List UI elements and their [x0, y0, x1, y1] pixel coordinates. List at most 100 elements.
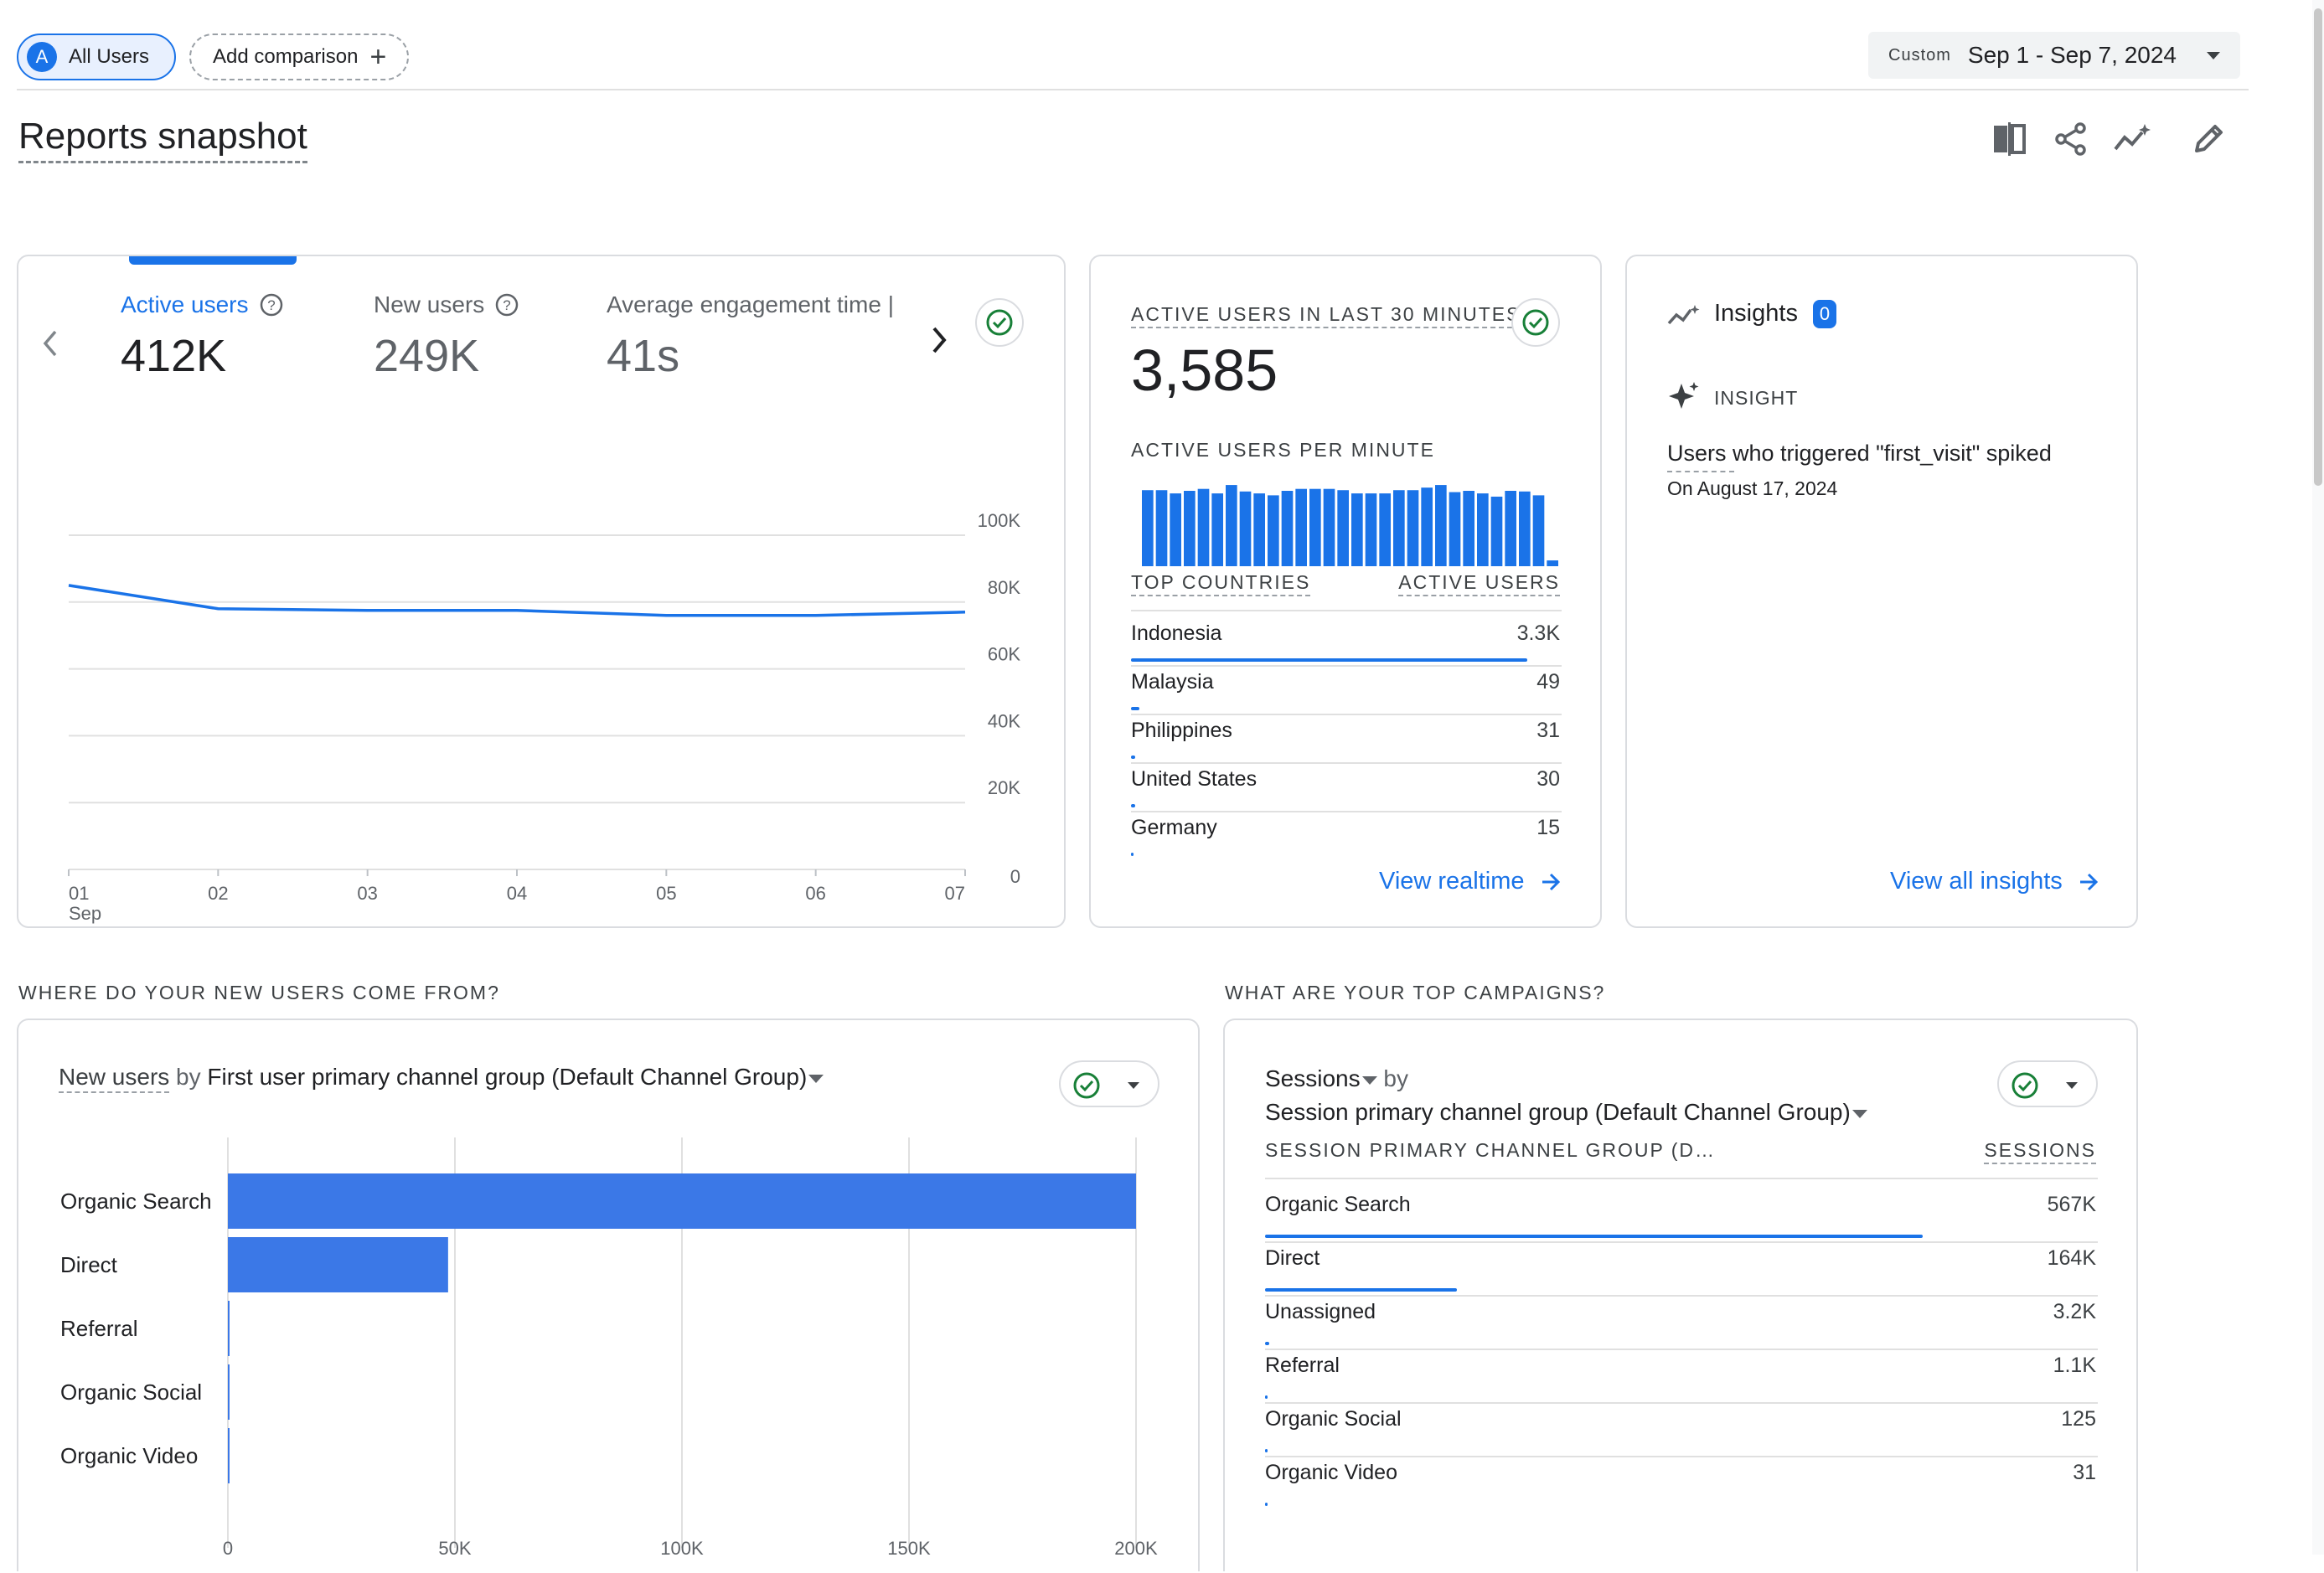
check-circle-icon — [2011, 1071, 2039, 1100]
metric-selector[interactable]: New users — [59, 1064, 169, 1093]
per-minute-label: ACTIVE USERS PER MINUTE — [1131, 439, 1435, 462]
data-quality-check-button[interactable] — [975, 298, 1024, 347]
chevron-down-icon — [2207, 52, 2220, 59]
active-users-per-minute-chart — [1141, 482, 1560, 566]
table-row-value: 1.1K — [2053, 1354, 2096, 1378]
page-title: Reports snapshot — [18, 116, 307, 163]
dimension-selector[interactable]: Session primary channel group (Default C… — [1265, 1099, 1851, 1125]
insights-sparkline-icon[interactable] — [2113, 121, 2150, 157]
chevron-down-icon — [1128, 1082, 1139, 1089]
insights-count-badge: 0 — [1813, 300, 1836, 328]
campaigns-section-heading: WHAT ARE YOUR TOP CAMPAIGNS? — [1225, 982, 1605, 1004]
data-quality-check-button[interactable] — [1511, 298, 1560, 347]
new-users-section-heading: WHERE DO YOUR NEW USERS COME FROM? — [18, 982, 500, 1004]
dropdown-caret-icon[interactable] — [1852, 1110, 1867, 1118]
channel-bar[interactable] — [228, 1364, 230, 1420]
all-users-label: All Users — [69, 45, 149, 69]
active-users-series-line — [69, 585, 965, 616]
row-divider — [1131, 714, 1562, 715]
column-header-top-countries: TOP COUNTRIES — [1131, 571, 1310, 596]
x-tick-label: 150K — [887, 1538, 931, 1559]
edit-pencil-icon[interactable] — [2190, 121, 2227, 157]
dimension-selector[interactable]: First user primary channel group (Defaul… — [207, 1064, 807, 1090]
minute-bar — [1421, 487, 1433, 566]
minute-bar — [1324, 489, 1335, 566]
channel-bar[interactable] — [228, 1428, 230, 1483]
row-divider — [1265, 1349, 2098, 1350]
selected-tab-indicator — [129, 256, 297, 265]
page-scrollbar[interactable] — [2312, 0, 2324, 1555]
table-row-bar — [1265, 1503, 1268, 1506]
view-realtime-link[interactable]: View realtime — [1379, 868, 1562, 895]
metric-label: Active users — [121, 291, 249, 318]
add-comparison-button[interactable]: Add comparison + — [189, 34, 409, 80]
new-users-card: New users by First user primary channel … — [17, 1019, 1200, 1571]
row-divider — [1131, 811, 1562, 812]
metric-label: Average engagement time | — [607, 291, 894, 318]
metric-value: 249K — [374, 330, 479, 382]
svg-text:?: ? — [504, 297, 511, 313]
chevron-left-icon[interactable] — [40, 328, 60, 358]
metric-tab-active-users[interactable]: Active users ? — [121, 291, 284, 318]
minute-bar — [1282, 491, 1294, 566]
minute-bar — [1240, 492, 1252, 566]
table-row-value: 3.3K — [1517, 621, 1560, 646]
scrollbar-thumb[interactable] — [2314, 8, 2322, 486]
x-tick-label: 03 — [357, 883, 377, 904]
chevron-right-icon[interactable] — [928, 325, 950, 355]
table-options-button[interactable] — [1997, 1060, 2098, 1107]
chart-options-button[interactable] — [1059, 1060, 1159, 1107]
channel-bar[interactable] — [228, 1301, 230, 1356]
arrow-right-icon — [1540, 871, 1562, 893]
y-tick-label: 80K — [988, 577, 1020, 598]
table-row-bar — [1265, 1395, 1268, 1399]
table-row-name: Organic Search — [1265, 1193, 1411, 1217]
column-header-active-users: ACTIVE USERS — [1398, 571, 1560, 596]
header-divider — [17, 89, 2249, 90]
minute-bar — [1198, 489, 1210, 566]
metric-tab-engagement-time[interactable]: Average engagement time | — [607, 291, 925, 318]
all-users-chip[interactable]: A All Users — [17, 34, 176, 80]
table-row-name: Unassigned — [1265, 1300, 1376, 1324]
by-label: by — [176, 1064, 201, 1090]
minute-bar — [1253, 493, 1265, 566]
realtime-title: ACTIVE USERS IN LAST 30 MINUTES — [1131, 303, 1521, 328]
view-all-insights-link[interactable]: View all insights — [1890, 868, 2099, 895]
help-icon[interactable]: ? — [259, 292, 284, 317]
table-row-bar — [1265, 1342, 1269, 1345]
minute-bar — [1491, 497, 1503, 566]
insights-trend-icon — [1667, 303, 1701, 328]
bar-category-label: Referral — [60, 1316, 137, 1341]
x-tick-label: 50K — [438, 1538, 471, 1559]
y-tick-label: 0 — [1010, 866, 1020, 887]
channel-bar[interactable] — [228, 1237, 448, 1292]
dropdown-caret-icon[interactable] — [808, 1075, 824, 1083]
metric-value: 412K — [121, 330, 226, 382]
metric-tab-new-users[interactable]: New users ? — [374, 291, 519, 318]
insight-headline[interactable]: Users who triggered "first_visit" spiked — [1667, 441, 2052, 467]
arrow-right-icon — [2078, 871, 2099, 893]
date-range-value: Sep 1 - Sep 7, 2024 — [1968, 42, 2177, 69]
table-row-bar — [1131, 853, 1134, 856]
campaigns-card: Sessions by Session primary channel grou… — [1223, 1019, 2138, 1571]
minute-bar — [1337, 490, 1349, 566]
channel-bar[interactable] — [228, 1173, 1136, 1229]
help-icon[interactable]: ? — [494, 292, 519, 317]
table-row-value: 164K — [2048, 1246, 2096, 1271]
share-icon[interactable] — [2053, 121, 2089, 157]
minute-bar — [1533, 495, 1545, 566]
date-range-picker[interactable]: Custom Sep 1 - Sep 7, 2024 — [1868, 32, 2240, 79]
card-title: New users by First user primary channel … — [59, 1064, 824, 1091]
x-tick-label: 200K — [1114, 1538, 1158, 1559]
metric-selector[interactable]: Sessions — [1265, 1065, 1377, 1091]
insights-card: Insights 0 INSIGHT Users who triggered "… — [1625, 255, 2138, 928]
table-divider — [1265, 1178, 2098, 1179]
table-row-value: 31 — [2073, 1461, 2096, 1485]
compare-view-icon[interactable] — [1991, 121, 2027, 157]
column-header-sessions[interactable]: SESSIONS — [1984, 1139, 2096, 1164]
table-row-value: 30 — [1536, 767, 1560, 792]
table-row-value: 31 — [1536, 719, 1560, 743]
row-divider — [1131, 665, 1562, 667]
